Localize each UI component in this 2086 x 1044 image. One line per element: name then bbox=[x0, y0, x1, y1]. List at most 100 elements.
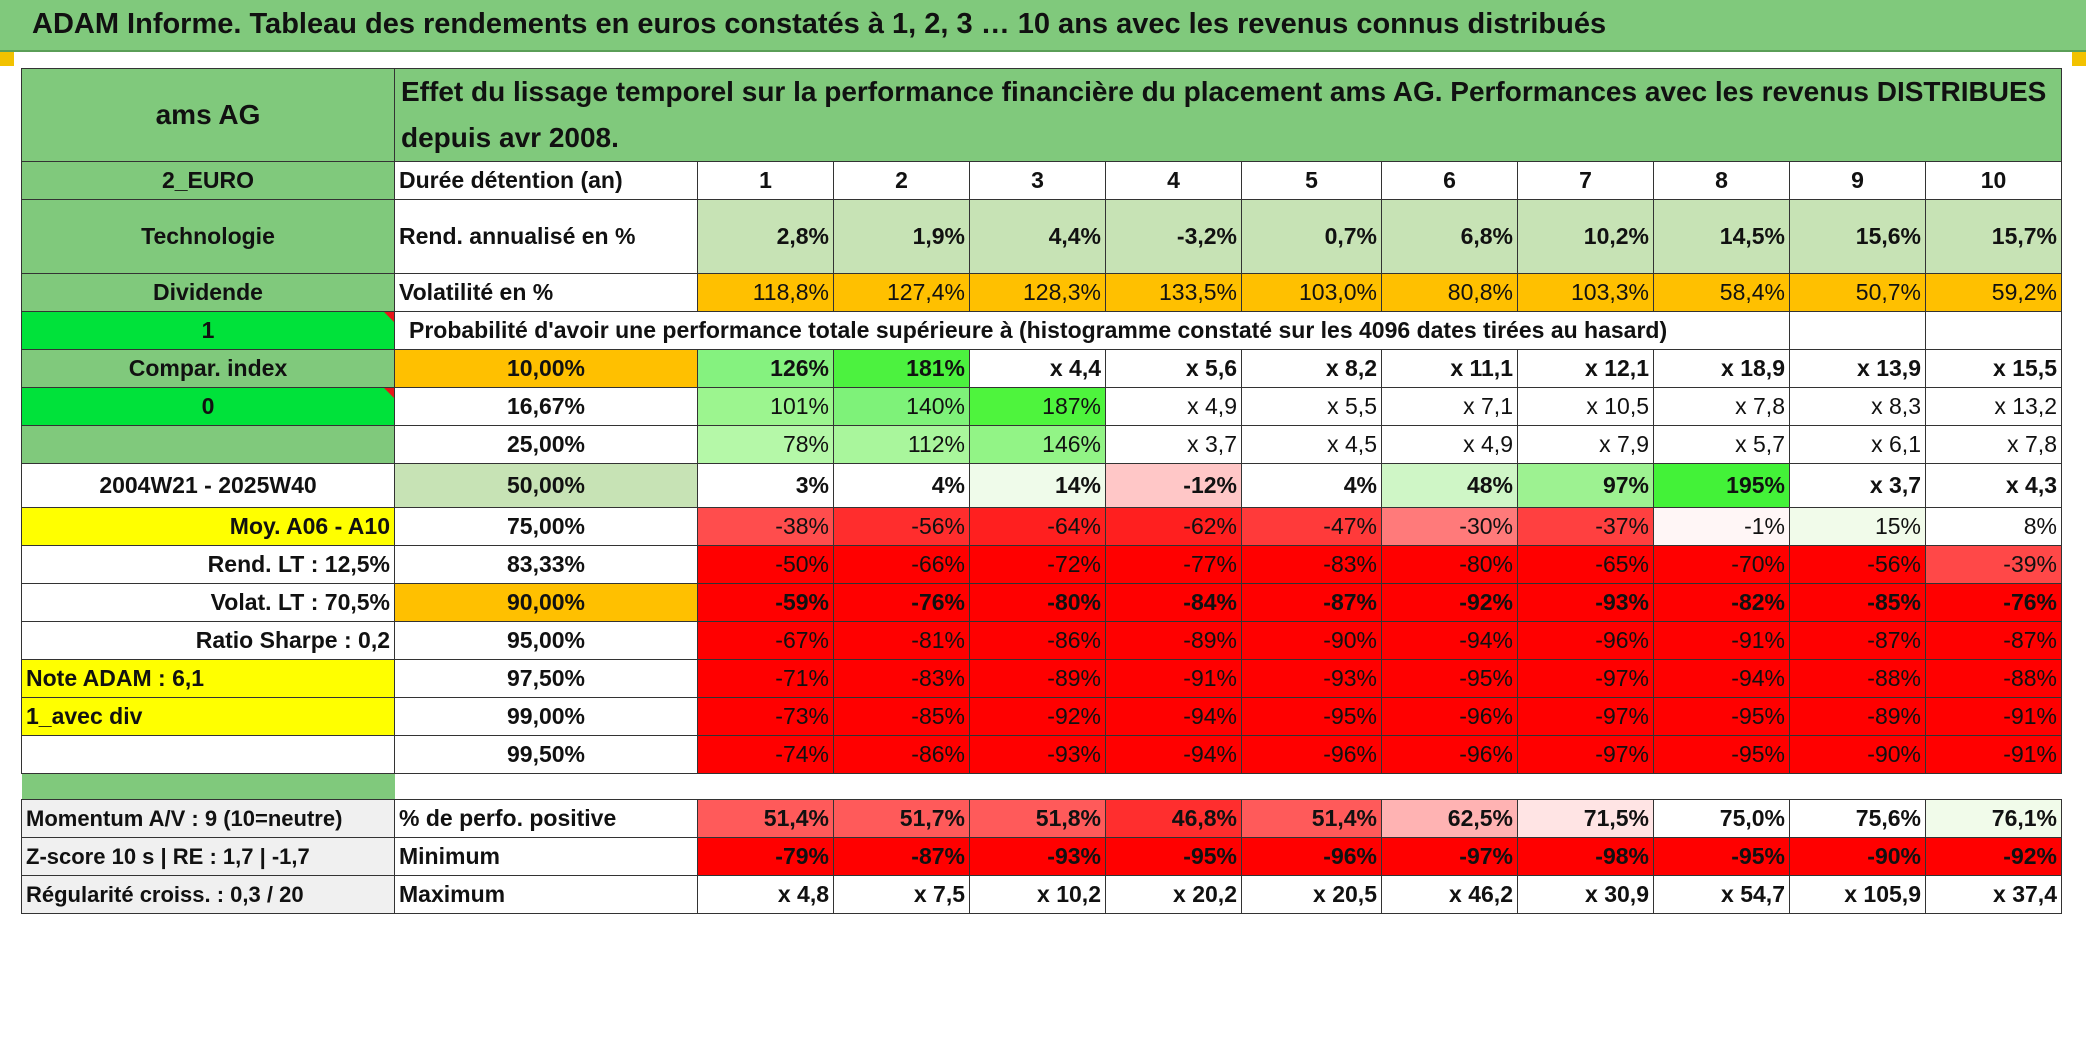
rend-value: 15,6% bbox=[1789, 199, 1926, 274]
percentile-value: -94% bbox=[1653, 659, 1790, 698]
banner-title: ADAM Informe. Tableau des rendements en … bbox=[32, 8, 1607, 40]
currency-label: 2_EURO bbox=[21, 161, 395, 200]
minimum-value: -95% bbox=[1653, 837, 1790, 876]
percentile-value: -95% bbox=[1653, 697, 1790, 736]
percentile-value: -73% bbox=[697, 697, 834, 736]
maximum-value: x 46,2 bbox=[1381, 875, 1518, 914]
rend-value: 4,4% bbox=[969, 199, 1106, 274]
positive-perf-left-label: Momentum A/V : 9 (10=neutre) bbox=[21, 799, 395, 838]
vol-value: 103,3% bbox=[1517, 273, 1654, 312]
percentile-value: -83% bbox=[833, 659, 970, 698]
percentile-value: x 4,9 bbox=[1105, 387, 1242, 426]
year-header: 10 bbox=[1925, 161, 2062, 200]
percentile-value: -39% bbox=[1925, 545, 2062, 584]
percentile-value: x 4,9 bbox=[1381, 425, 1518, 464]
year-header: 3 bbox=[969, 161, 1106, 200]
percentile-value: x 8,3 bbox=[1789, 387, 1926, 426]
rend-value: 14,5% bbox=[1653, 199, 1790, 274]
percentile-value: -93% bbox=[969, 735, 1106, 774]
percentile-value: 97% bbox=[1517, 463, 1654, 508]
vol-value: 59,2% bbox=[1925, 273, 2062, 312]
percentile-value: -87% bbox=[1241, 583, 1382, 622]
percentile-value: -92% bbox=[969, 697, 1106, 736]
percentile-value: x 5,6 bbox=[1105, 349, 1242, 388]
percentile-value: x 4,5 bbox=[1241, 425, 1382, 464]
rend-value: 15,7% bbox=[1925, 199, 2062, 274]
percentile-value: -88% bbox=[1789, 659, 1926, 698]
vol-value: 127,4% bbox=[833, 273, 970, 312]
percentile-value: -96% bbox=[1241, 735, 1382, 774]
percentile-value: 126% bbox=[697, 349, 834, 388]
minimum-value: -87% bbox=[833, 837, 970, 876]
vol-value: 80,8% bbox=[1381, 273, 1518, 312]
percentile-value: 48% bbox=[1381, 463, 1518, 508]
percentile-value: -30% bbox=[1381, 507, 1518, 546]
positive-perf-value: 75,6% bbox=[1789, 799, 1926, 838]
vol-label: Volatilité en % bbox=[394, 273, 698, 312]
maximum-left-label: Régularité croiss. : 0,3 / 20 bbox=[21, 875, 395, 914]
percentile-value: -59% bbox=[697, 583, 834, 622]
percentile-value: x 18,9 bbox=[1653, 349, 1790, 388]
year-header: 7 bbox=[1517, 161, 1654, 200]
percentile-value: -37% bbox=[1517, 507, 1654, 546]
vol-value: 133,5% bbox=[1105, 273, 1242, 312]
positive-perf-value: 46,8% bbox=[1105, 799, 1242, 838]
percentile-value: x 6,1 bbox=[1789, 425, 1926, 464]
minimum-left-label: Z-score 10 s | RE : 1,7 | -1,7 bbox=[21, 837, 395, 876]
percentile-label: 90,00% bbox=[394, 583, 698, 622]
positive-perf-value: 51,4% bbox=[697, 799, 834, 838]
percentile-value: -96% bbox=[1381, 735, 1518, 774]
percentile-value: -93% bbox=[1241, 659, 1382, 698]
percentile-value: -56% bbox=[1789, 545, 1926, 584]
percentile-value: -47% bbox=[1241, 507, 1382, 546]
percentile-value: -12% bbox=[1105, 463, 1242, 508]
positive-perf-value: 51,8% bbox=[969, 799, 1106, 838]
minimum-value: -90% bbox=[1789, 837, 1926, 876]
duration-label: Durée détention (an) bbox=[394, 161, 698, 200]
percentile-value: x 7,9 bbox=[1517, 425, 1654, 464]
percentile-value: -96% bbox=[1517, 621, 1654, 660]
percentile-value: -76% bbox=[833, 583, 970, 622]
percentile-label: 97,50% bbox=[394, 659, 698, 698]
percentile-value: -87% bbox=[1789, 621, 1926, 660]
percentile-value: x 12,1 bbox=[1517, 349, 1654, 388]
percentile-value: -89% bbox=[1789, 697, 1926, 736]
percentile-value: x 15,5 bbox=[1925, 349, 2062, 388]
percentile-value: -93% bbox=[1517, 583, 1654, 622]
rend-value: -3,2% bbox=[1105, 199, 1242, 274]
percentile-value: x 13,2 bbox=[1925, 387, 2062, 426]
empty-left bbox=[21, 735, 395, 774]
percentile-value: -67% bbox=[697, 621, 834, 660]
percentile-value: x 5,7 bbox=[1653, 425, 1790, 464]
maximum-value: x 105,9 bbox=[1789, 875, 1926, 914]
vol-value: 103,0% bbox=[1241, 273, 1382, 312]
rend-value: 10,2% bbox=[1517, 199, 1654, 274]
percentile-value: -96% bbox=[1381, 697, 1518, 736]
percentile-value: -84% bbox=[1105, 583, 1242, 622]
percentile-value: 187% bbox=[969, 387, 1106, 426]
percentile-value: x 7,8 bbox=[1925, 425, 2062, 464]
percentile-value: -70% bbox=[1653, 545, 1790, 584]
percentile-value: -91% bbox=[1105, 659, 1242, 698]
maximum-value: x 20,2 bbox=[1105, 875, 1242, 914]
percentile-value: -64% bbox=[969, 507, 1106, 546]
percentile-value: -97% bbox=[1517, 659, 1654, 698]
percentile-value: 14% bbox=[969, 463, 1106, 508]
percentile-value: -95% bbox=[1653, 735, 1790, 774]
percentile-value: -90% bbox=[1241, 621, 1382, 660]
percentile-value: -77% bbox=[1105, 545, 1242, 584]
year-header: 4 bbox=[1105, 161, 1242, 200]
percentile-value: 78% bbox=[697, 425, 834, 464]
percentile-value: 4% bbox=[1241, 463, 1382, 508]
minimum-value: -96% bbox=[1241, 837, 1382, 876]
percentile-label: 50,00% bbox=[394, 463, 698, 508]
percentile-value: -94% bbox=[1105, 735, 1242, 774]
percentile-value: x 4,4 bbox=[969, 349, 1106, 388]
vol-value: 58,4% bbox=[1653, 273, 1790, 312]
maximum-value: x 37,4 bbox=[1925, 875, 2062, 914]
percentile-value: -74% bbox=[697, 735, 834, 774]
minimum-value: -92% bbox=[1925, 837, 2062, 876]
percentile-value: -72% bbox=[969, 545, 1106, 584]
percentile-label: 10,00% bbox=[394, 349, 698, 388]
percentile-value: x 8,2 bbox=[1241, 349, 1382, 388]
